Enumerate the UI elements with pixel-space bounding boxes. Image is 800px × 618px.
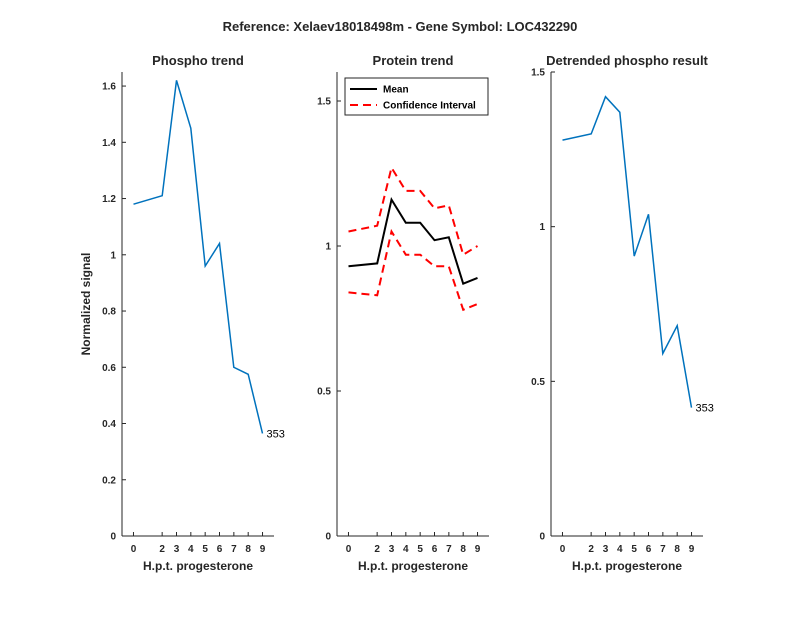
phospho-trend-xlabel: H.p.t. progesterone: [143, 559, 253, 573]
phospho-trend-y-tick-label: 0.8: [102, 307, 116, 318]
phospho-trend-ylabel: Normalized signal: [79, 253, 93, 356]
phospho-trend-y-tick-label: 0.6: [102, 363, 116, 374]
protein-trend-x-tick-label: 5: [417, 544, 423, 555]
protein-trend-xlabel: H.p.t. progesterone: [358, 559, 468, 573]
phospho-trend-y-tick-label: 0.2: [102, 475, 116, 486]
phospho-trend-y-tick-label: 1.6: [102, 82, 116, 93]
phospho-trend-x-tick-label: 2: [159, 544, 165, 555]
phospho-trend-x-tick-label: 4: [188, 544, 194, 555]
detrended-phospho-point-annotation: 353: [696, 403, 714, 415]
detrended-phospho-x-tick-label: 0: [560, 544, 566, 555]
detrended-phospho-y-tick-label: 1.5: [531, 68, 545, 79]
phospho-trend-title: Phospho trend: [152, 53, 244, 68]
protein-trend-y-tick-label: 0: [325, 532, 331, 543]
detrended-phospho-x-tick-label: 8: [674, 544, 680, 555]
protein-trend-x-tick-label: 3: [389, 544, 395, 555]
phospho-trend-point-annotation: 353: [267, 428, 285, 440]
phospho-trend-y-tick-label: 1.4: [102, 138, 116, 149]
detrended-phospho-panel: 0 0.5 1 1.5 0 2 3 4 5 6 7 8 9 Detrended phospho resul…: [531, 53, 714, 573]
legend-box: [344, 77, 489, 116]
detrended-phospho-y-tick-label: 1: [539, 222, 545, 233]
detrended-phospho-x-tick-label: 2: [588, 544, 594, 555]
phospho-trend-x-tick-label: 3: [174, 544, 180, 555]
protein-trend-x-tick-label: 8: [460, 544, 466, 555]
protein-trend-x-tick-label: 4: [403, 544, 409, 555]
protein-trend-y-tick-label: 1.5: [317, 97, 331, 108]
phospho-trend-x-tick-label: 7: [231, 544, 237, 555]
protein-trend-y-tick-label: 1: [325, 242, 331, 253]
detrended-phospho-xlabel: H.p.t. progesterone: [572, 559, 682, 573]
protein-trend-x-tick-label: 6: [432, 544, 438, 555]
protein-trend-x-tick-label: 0: [346, 544, 352, 555]
phospho-trend-panel: 0 0.2 0.4 0.6 0.8 1 1.2 1.4 1.6 0 2 3 4 5 6 7 8 9 Phospho …: [79, 53, 285, 573]
detrended-phospho-x-tick-label: 6: [646, 544, 652, 555]
detrended-phospho-x-tick-label: 4: [617, 544, 623, 555]
detrended-phospho-x-tick-label: 7: [660, 544, 666, 555]
phospho-trend-x-tick-label: 0: [131, 544, 137, 555]
detrended-phospho-x-tick-label: 9: [689, 544, 695, 555]
legend-label: Mean: [383, 85, 409, 96]
figure-suptitle: Reference: Xelaev18018498m - Gene Symbol…: [223, 19, 578, 34]
protein-trend-legend: Mean Confidence Interval: [344, 77, 489, 116]
phospho-trend-line-series-0: [133, 80, 264, 434]
phospho-trend-x-tick-label: 8: [245, 544, 251, 555]
phospho-trend-x-tick-label: 9: [260, 544, 266, 555]
protein-trend-line-mean: [348, 196, 478, 286]
phospho-trend-y-tick-label: 1.2: [102, 194, 116, 205]
detrended-phospho-line-series-0: [562, 95, 693, 408]
legend-label: Confidence Interval: [383, 101, 476, 112]
detrended-phospho-x-tick-label: 3: [603, 544, 609, 555]
protein-trend-line-confidence-interval: [348, 165, 479, 257]
protein-trend-panel: 0 0.5 1 1.5 0 2 3 4 5 6 7 8 9 Protein trend H.p.t. pro…: [317, 53, 489, 573]
protein-trend-line-series-2: [348, 228, 478, 312]
protein-trend-x-tick-label: 2: [374, 544, 380, 555]
detrended-phospho-y-tick-label: 0.5: [531, 377, 545, 388]
phospho-trend-x-tick-label: 5: [202, 544, 208, 555]
protein-trend-title: Protein trend: [373, 53, 454, 68]
protein-trend-x-tick-label: 7: [446, 544, 452, 555]
phospho-trend-y-tick-label: 0.4: [102, 419, 116, 430]
protein-trend-x-tick-label: 9: [475, 544, 481, 555]
detrended-phospho-title: Detrended phospho result: [546, 53, 708, 68]
detrended-phospho-x-tick-label: 5: [631, 544, 637, 555]
phospho-trend-y-tick-label: 0: [110, 532, 116, 543]
phospho-trend-x-tick-label: 6: [217, 544, 223, 555]
detrended-phospho-y-tick-label: 0: [539, 532, 545, 543]
phospho-trend-y-tick-label: 1: [110, 250, 116, 261]
protein-trend-y-tick-label: 0.5: [317, 387, 331, 398]
